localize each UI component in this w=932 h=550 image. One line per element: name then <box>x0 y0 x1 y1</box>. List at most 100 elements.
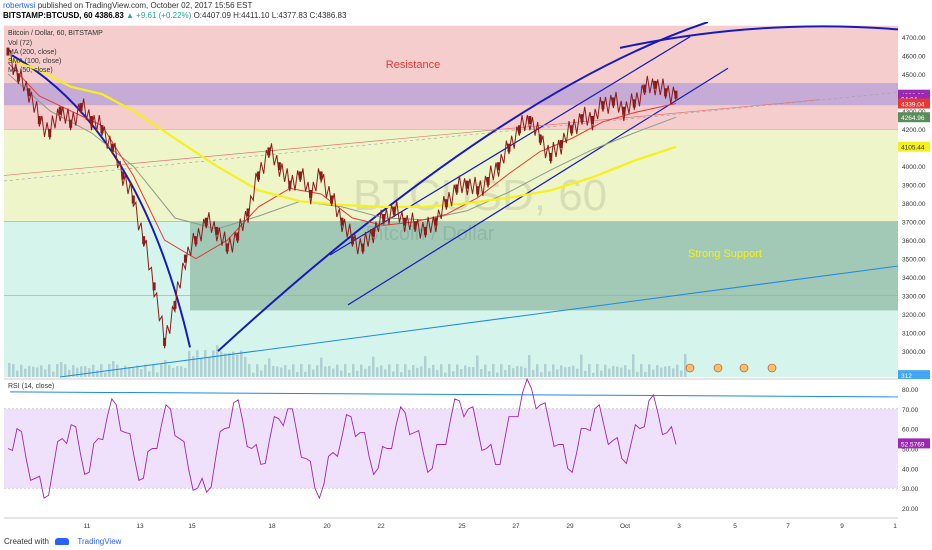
time-tick-label: 1 <box>893 523 897 530</box>
price-candle <box>538 134 542 143</box>
volume-bar <box>364 368 367 377</box>
chart-canvas[interactable]: BTCUSD, 60 Bitcoin / Dollar 3000.003100.… <box>0 22 932 533</box>
price-candle <box>403 217 407 226</box>
volume-bar <box>492 364 495 377</box>
volume-bar <box>244 356 247 377</box>
volume-bar <box>552 364 555 377</box>
time-tick-label: 29 <box>566 523 574 530</box>
time-tick-label: 9 <box>840 523 844 530</box>
volume-bar <box>520 366 523 377</box>
price-candle <box>382 213 386 222</box>
price-candle <box>142 236 146 245</box>
tradingview-brand[interactable]: TradingView <box>77 537 122 546</box>
event-marker-icon <box>713 363 723 373</box>
price-candle <box>100 125 104 134</box>
volume-bar <box>392 371 395 377</box>
mid-zone <box>4 129 898 222</box>
moving-averages <box>7 57 677 260</box>
volume-bar <box>568 366 571 377</box>
legend-title: Bitcoin / Dollar, 60, BITSTAMP <box>8 30 103 37</box>
price-label-box <box>898 370 930 381</box>
volume-bar <box>332 368 335 377</box>
volume-bar <box>200 358 203 377</box>
volume-bar <box>340 370 343 377</box>
volume-bar <box>272 365 275 377</box>
parabolic-up-curve <box>217 22 709 352</box>
volume-bar <box>380 365 383 377</box>
volume-bar <box>400 372 403 377</box>
volume-bar <box>632 354 635 377</box>
price-candle <box>591 115 594 124</box>
volume-bar <box>616 366 619 377</box>
volume-bar <box>284 365 287 377</box>
price-tick-label: 3700.00 <box>902 220 926 227</box>
volume-bar <box>132 367 135 377</box>
volume-bar <box>16 370 19 377</box>
price-candle <box>27 88 31 97</box>
volume-bar <box>504 370 507 377</box>
price-candle <box>267 147 271 156</box>
rsi-tick-label: 60.00 <box>902 427 919 434</box>
volume-bar <box>580 354 583 377</box>
arc-top-curve <box>619 25 899 49</box>
price-candle <box>204 217 208 226</box>
volume-bar <box>156 372 159 377</box>
rsi-tick-label: 80.00 <box>902 387 919 394</box>
volume-bar <box>104 372 107 377</box>
volume-bar <box>12 364 15 377</box>
price-candle <box>152 282 156 291</box>
author-link[interactable]: robertwsi <box>3 1 36 10</box>
volume-bar <box>56 364 59 377</box>
volume-bar <box>500 364 503 377</box>
price-candle <box>559 140 563 149</box>
volume-bar <box>24 368 27 377</box>
volume-bar <box>556 369 559 377</box>
volume-bar <box>320 357 323 377</box>
volume-bar <box>636 371 639 377</box>
volume-bar <box>420 366 423 377</box>
volume-bar <box>476 355 479 377</box>
time-axis[interactable]: 11 13 15 18 20 22 25 27 29 Oct 3 5 7 9 1 <box>0 517 932 533</box>
volume-bar <box>172 368 175 377</box>
volume-bar <box>256 364 259 377</box>
symbol-label: BITSTAMP:BTCUSD, 60 <box>3 11 93 20</box>
volume-bar <box>236 354 239 377</box>
volume-bar <box>52 371 55 377</box>
price-candle <box>183 254 187 263</box>
volume-bar <box>188 350 191 377</box>
volume-bar <box>36 367 39 377</box>
volume-bar <box>680 370 683 377</box>
rsi-trend-line <box>9 391 899 398</box>
event-markers[interactable] <box>685 363 777 373</box>
price-candle <box>194 236 198 245</box>
rsi-tick-label: 30.00 <box>902 486 919 493</box>
price-tick-label: 3800.00 <box>902 201 926 208</box>
event-marker-icon <box>739 363 749 373</box>
volume-bar <box>464 365 467 377</box>
price-candle <box>653 80 657 89</box>
volume-bar <box>512 368 515 377</box>
volume-bar <box>100 364 103 377</box>
volume-bar <box>644 371 647 377</box>
rsi-value-box <box>898 438 930 449</box>
price-candle <box>288 180 292 189</box>
price-zones <box>4 25 898 377</box>
time-tick-label: 27 <box>512 523 520 530</box>
ma-yellow-line <box>7 57 677 208</box>
volume-bar <box>176 366 179 377</box>
price-candle <box>246 208 250 217</box>
volume-bar <box>588 364 591 377</box>
volume-bar <box>676 364 679 377</box>
volume-bar <box>228 352 231 377</box>
volume-bar <box>288 369 291 377</box>
volume-bar <box>436 370 439 377</box>
volume-bar <box>620 367 623 377</box>
last-price: 4386.83 <box>94 11 124 20</box>
volume-bar <box>472 367 475 377</box>
time-tick-label: 15 <box>188 523 196 530</box>
price-candle <box>79 103 83 112</box>
published-text: published on TradingView.com, October 02… <box>37 1 253 10</box>
volume-bar <box>412 365 415 377</box>
time-tick-label: 11 <box>84 523 91 530</box>
